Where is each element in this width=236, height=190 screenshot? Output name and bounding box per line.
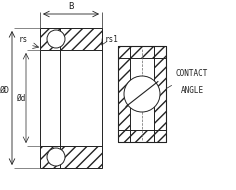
Bar	[118, 46, 166, 142]
Bar	[118, 130, 166, 142]
Bar	[60, 50, 102, 146]
Text: B: B	[68, 2, 74, 11]
Text: ØD: ØD	[0, 86, 10, 94]
Circle shape	[47, 30, 65, 48]
Circle shape	[124, 76, 160, 112]
Bar	[40, 50, 60, 146]
Bar	[154, 46, 166, 142]
Bar	[60, 28, 102, 50]
Circle shape	[47, 148, 65, 166]
Bar	[60, 146, 102, 168]
Bar	[40, 28, 60, 50]
Bar	[118, 46, 130, 142]
Text: rs: rs	[19, 35, 28, 44]
Bar	[118, 46, 166, 142]
Bar	[118, 46, 166, 58]
Text: Ød: Ød	[16, 93, 25, 102]
Text: CONTACT: CONTACT	[176, 69, 208, 78]
Text: ANGLE: ANGLE	[181, 86, 204, 95]
Bar	[40, 146, 60, 168]
Text: rs1: rs1	[105, 36, 119, 44]
Bar	[130, 58, 154, 130]
